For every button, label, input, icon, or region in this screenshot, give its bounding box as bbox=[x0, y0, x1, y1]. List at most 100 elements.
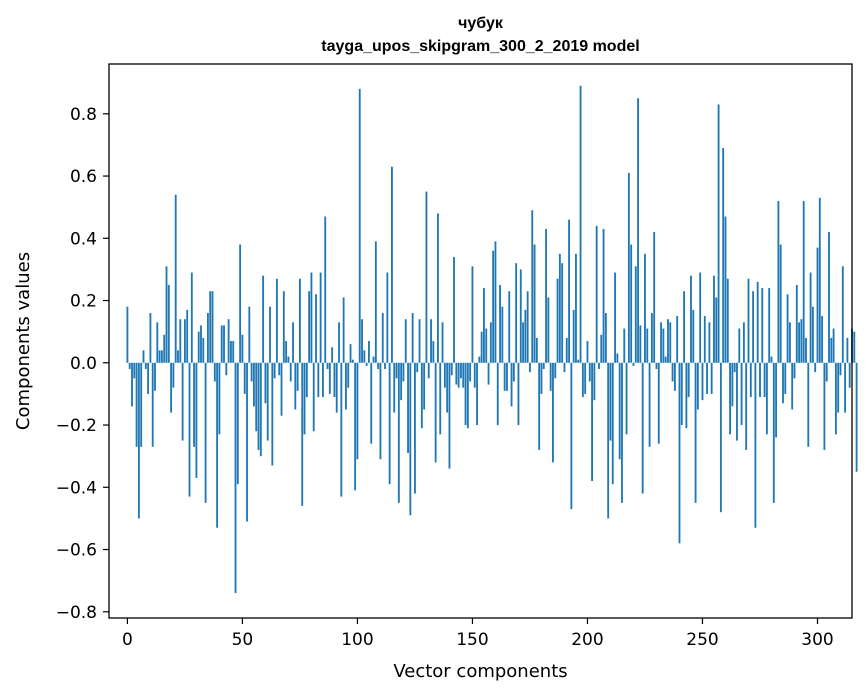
bar-11 bbox=[151, 362, 154, 447]
bar-313 bbox=[846, 337, 849, 363]
bar-161 bbox=[496, 362, 499, 426]
bar-265 bbox=[736, 362, 738, 441]
bar-113 bbox=[386, 272, 389, 363]
bar-304 bbox=[825, 362, 828, 382]
bar-137 bbox=[441, 322, 444, 363]
bar-311 bbox=[841, 266, 844, 363]
bar-66 bbox=[278, 362, 281, 376]
bar-254 bbox=[710, 362, 713, 394]
bar-21 bbox=[174, 194, 177, 363]
bar-125 bbox=[414, 362, 416, 494]
bar-87 bbox=[326, 362, 329, 370]
bar-261 bbox=[726, 278, 729, 363]
y-axis-label: Components values bbox=[13, 252, 34, 430]
bar-168 bbox=[512, 362, 515, 382]
bar-102 bbox=[361, 319, 363, 363]
bar-205 bbox=[598, 362, 600, 370]
bar-149 bbox=[469, 362, 472, 382]
bar-207 bbox=[602, 228, 605, 363]
bar-142 bbox=[453, 256, 455, 363]
bar-287 bbox=[786, 294, 789, 363]
bar-290 bbox=[793, 362, 796, 379]
bars-group bbox=[126, 85, 858, 594]
bar-7 bbox=[142, 350, 145, 363]
bar-62 bbox=[269, 306, 271, 363]
bar-302 bbox=[821, 316, 824, 363]
y-tick-label: 0.8 bbox=[70, 105, 97, 125]
bar-33 bbox=[202, 337, 205, 363]
bar-256 bbox=[715, 297, 718, 363]
bar-230 bbox=[655, 362, 658, 370]
bar-95 bbox=[345, 362, 347, 410]
bar-99 bbox=[354, 362, 357, 491]
bar-69 bbox=[285, 341, 288, 363]
bar-239 bbox=[676, 316, 679, 363]
bar-222 bbox=[637, 98, 639, 363]
bar-238 bbox=[673, 362, 676, 391]
bar-83 bbox=[317, 362, 320, 398]
x-axis-label: Vector components bbox=[393, 661, 567, 682]
bar-192 bbox=[568, 219, 570, 363]
bar-277 bbox=[763, 362, 766, 398]
bar-307 bbox=[832, 328, 835, 363]
bar-273 bbox=[754, 362, 757, 528]
bar-10 bbox=[149, 312, 152, 363]
bar-118 bbox=[397, 362, 400, 503]
bar-151 bbox=[473, 362, 476, 388]
y-tick-label: −0.2 bbox=[56, 416, 97, 436]
bar-193 bbox=[570, 362, 573, 510]
bar-156 bbox=[485, 328, 488, 363]
bar-111 bbox=[381, 312, 384, 363]
bar-316 bbox=[853, 331, 856, 363]
bar-198 bbox=[581, 362, 584, 398]
bar-19 bbox=[170, 362, 173, 413]
bar-153 bbox=[478, 356, 481, 363]
bar-64 bbox=[273, 362, 276, 379]
bar-145 bbox=[460, 362, 462, 379]
bar-255 bbox=[713, 275, 715, 363]
bar-71 bbox=[289, 362, 292, 382]
bar-139 bbox=[446, 362, 449, 413]
bar-235 bbox=[667, 319, 669, 363]
bar-220 bbox=[632, 362, 635, 366]
bar-57 bbox=[257, 362, 260, 450]
y-tick-label: 0.6 bbox=[70, 167, 97, 187]
bar-12 bbox=[154, 362, 156, 391]
bar-122 bbox=[407, 362, 409, 454]
bar-16 bbox=[163, 334, 166, 363]
bar-173 bbox=[524, 309, 527, 363]
bar-275 bbox=[759, 362, 761, 398]
bar-203 bbox=[593, 362, 596, 401]
bar-30 bbox=[195, 362, 198, 478]
bar-252 bbox=[706, 362, 708, 394]
bar-144 bbox=[457, 362, 460, 388]
bar-165 bbox=[506, 362, 508, 391]
bar-41 bbox=[220, 325, 223, 363]
y-tick-label: −0.4 bbox=[56, 478, 97, 498]
bar-215 bbox=[621, 362, 623, 503]
bar-8 bbox=[144, 362, 147, 370]
bar-123 bbox=[409, 362, 412, 516]
bar-189 bbox=[561, 263, 564, 363]
bar-72 bbox=[292, 322, 294, 363]
bar-166 bbox=[508, 291, 511, 363]
bar-60 bbox=[264, 362, 267, 404]
bar-88 bbox=[328, 362, 331, 394]
bar-132 bbox=[430, 319, 432, 363]
bar-82 bbox=[315, 294, 317, 363]
bar-232 bbox=[660, 322, 662, 363]
bar-242 bbox=[683, 291, 685, 363]
bar-249 bbox=[699, 272, 702, 363]
bar-177 bbox=[533, 244, 536, 363]
bar-212 bbox=[614, 272, 616, 363]
bar-6 bbox=[140, 362, 143, 447]
bar-44 bbox=[227, 319, 230, 363]
bar-310 bbox=[839, 362, 842, 376]
bar-97 bbox=[349, 344, 352, 363]
bar-76 bbox=[301, 362, 304, 506]
bar-204 bbox=[595, 225, 598, 363]
bar-208 bbox=[604, 312, 607, 363]
bar-188 bbox=[558, 253, 561, 363]
bar-5 bbox=[137, 362, 140, 519]
bar-250 bbox=[701, 362, 704, 401]
